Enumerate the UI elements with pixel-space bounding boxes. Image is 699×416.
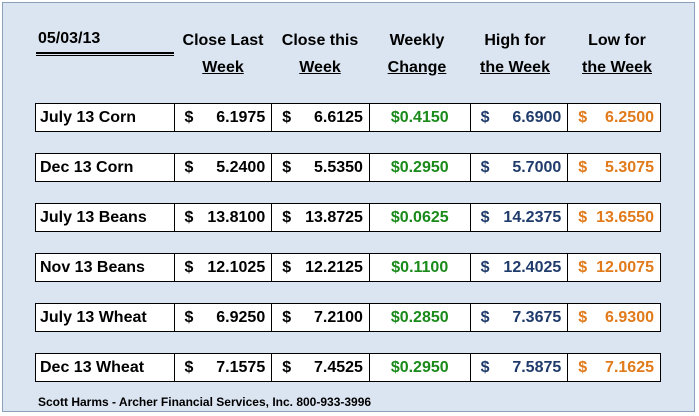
close-this-week-cell: $13.8725 [272,204,370,231]
amount: 6.2500 [605,109,654,126]
contract-name-cell: July 13 Corn [36,104,175,131]
currency-symbol: $ [282,109,292,126]
table-row: July 13 Beans $13.8100 $13.8725 $0.0625 $14.… [35,203,661,232]
currency-symbol: $ [480,159,490,176]
amount: 13.8100 [207,209,266,226]
currency-symbol: $ [282,309,292,326]
date-underline-double [36,55,174,56]
close-this-week-cell: $7.4525 [272,354,370,381]
footer-contact: Scott Harms - Archer Financial Services,… [38,395,372,409]
close-last-week-cell: $5.2400 [175,154,273,181]
weekly-change-cell: $0.2950 [370,354,471,381]
currency-symbol: $ [184,209,194,226]
header-close-last-week: Close Last Week [182,32,264,76]
header-weekly-change: Weekly Change [387,32,447,76]
amount: 6.9300 [605,309,654,326]
table-row: Nov 13 Beans $12.1025 $12.2125 $0.1100 $12.4… [35,253,661,282]
table-row: Dec 13 Wheat $7.1575 $7.4525 $0.2950 $7.5875… [35,353,661,382]
currency-symbol: $ [480,309,490,326]
header-high-for-week: High for the Week [480,32,550,76]
currency-symbol: $ [480,259,490,276]
amount: 7.2100 [313,309,363,326]
close-this-week-cell: $6.6125 [272,104,370,131]
close-last-week-cell: $7.1575 [175,354,273,381]
high-for-week-cell: $7.5875 [471,354,569,381]
currency-symbol: $ [282,209,292,226]
contract-name-cell: July 13 Beans [36,204,175,231]
weekly-change-cell: $0.2850 [370,304,471,331]
close-last-week-cell: $6.9250 [175,304,273,331]
currency-symbol: $ [578,259,588,276]
currency-symbol: $ [282,159,292,176]
currency-symbol: $ [184,309,194,326]
table-row: July 13 Wheat $6.9250 $7.2100 $0.2850 $7.367… [35,303,661,332]
weekly-change-cell: $0.4150 [370,104,471,131]
amount: 5.3075 [605,159,654,176]
amount: 6.9250 [216,309,266,326]
amount: 12.1025 [207,259,266,276]
amount: 7.5875 [512,359,562,376]
amount: 7.3675 [512,309,562,326]
close-this-week-cell: $5.5350 [272,154,370,181]
low-for-week-cell: $6.2500 [568,104,660,131]
report-date: 05/03/13 [38,30,101,47]
amount: 5.5350 [313,159,363,176]
currency-symbol: $ [578,359,588,376]
high-for-week-cell: $12.4025 [471,254,569,281]
currency-symbol: $ [578,309,588,326]
low-for-week-cell: $7.1625 [568,354,660,381]
amount: 6.1975 [216,109,266,126]
table-row: Dec 13 Corn $5.2400 $5.5350 $0.2950 $5.7000 $… [35,153,661,182]
amount: 5.7000 [512,159,562,176]
amount: 7.1575 [216,359,266,376]
contract-name-cell: Dec 13 Wheat [36,354,175,381]
currency-symbol: $ [480,109,490,126]
currency-symbol: $ [184,359,194,376]
low-for-week-cell: $12.0075 [568,254,660,281]
amount: 12.0075 [596,259,654,276]
weekly-change-cell: $0.1100 [370,254,471,281]
amount: 7.1625 [605,359,654,376]
currency-symbol: $ [184,259,194,276]
close-last-week-cell: $12.1025 [175,254,273,281]
date-underline [36,52,174,54]
amount: 14.2375 [503,209,562,226]
amount: 6.6125 [313,109,363,126]
close-this-week-cell: $7.2100 [272,304,370,331]
close-last-week-cell: $13.8100 [175,204,273,231]
contract-name-cell: Dec 13 Corn [36,154,175,181]
currency-symbol: $ [578,209,588,226]
currency-symbol: $ [282,359,292,376]
amount: 7.4525 [313,359,363,376]
amount: 5.2400 [216,159,266,176]
amount: 13.8725 [305,209,363,226]
currency-symbol: $ [282,259,292,276]
header-close-this-week: Close this Week [281,32,359,76]
contract-name-cell: Nov 13 Beans [36,254,175,281]
currency-symbol: $ [184,159,194,176]
high-for-week-cell: $6.6900 [471,104,569,131]
currency-symbol: $ [184,109,194,126]
close-this-week-cell: $12.2125 [272,254,370,281]
table-row: July 13 Corn $6.1975 $6.6125 $0.4150 $6.6900… [35,103,661,132]
amount: 6.6900 [512,109,562,126]
weekly-change-cell: $0.2950 [370,154,471,181]
amount: 12.2125 [305,259,363,276]
currency-symbol: $ [578,109,588,126]
low-for-week-cell: $6.9300 [568,304,660,331]
close-last-week-cell: $6.1975 [175,104,273,131]
high-for-week-cell: $5.7000 [471,154,569,181]
high-for-week-cell: $7.3675 [471,304,569,331]
low-for-week-cell: $5.3075 [568,154,660,181]
currency-symbol: $ [480,209,490,226]
high-for-week-cell: $14.2375 [471,204,569,231]
amount: 12.4025 [503,259,562,276]
weekly-change-cell: $0.0625 [370,204,471,231]
header-low-for-week: Low for the Week [582,32,652,76]
contract-name-cell: July 13 Wheat [36,304,175,331]
low-for-week-cell: $13.6550 [568,204,660,231]
currency-symbol: $ [480,359,490,376]
currency-symbol: $ [578,159,588,176]
amount: 13.6550 [596,209,654,226]
